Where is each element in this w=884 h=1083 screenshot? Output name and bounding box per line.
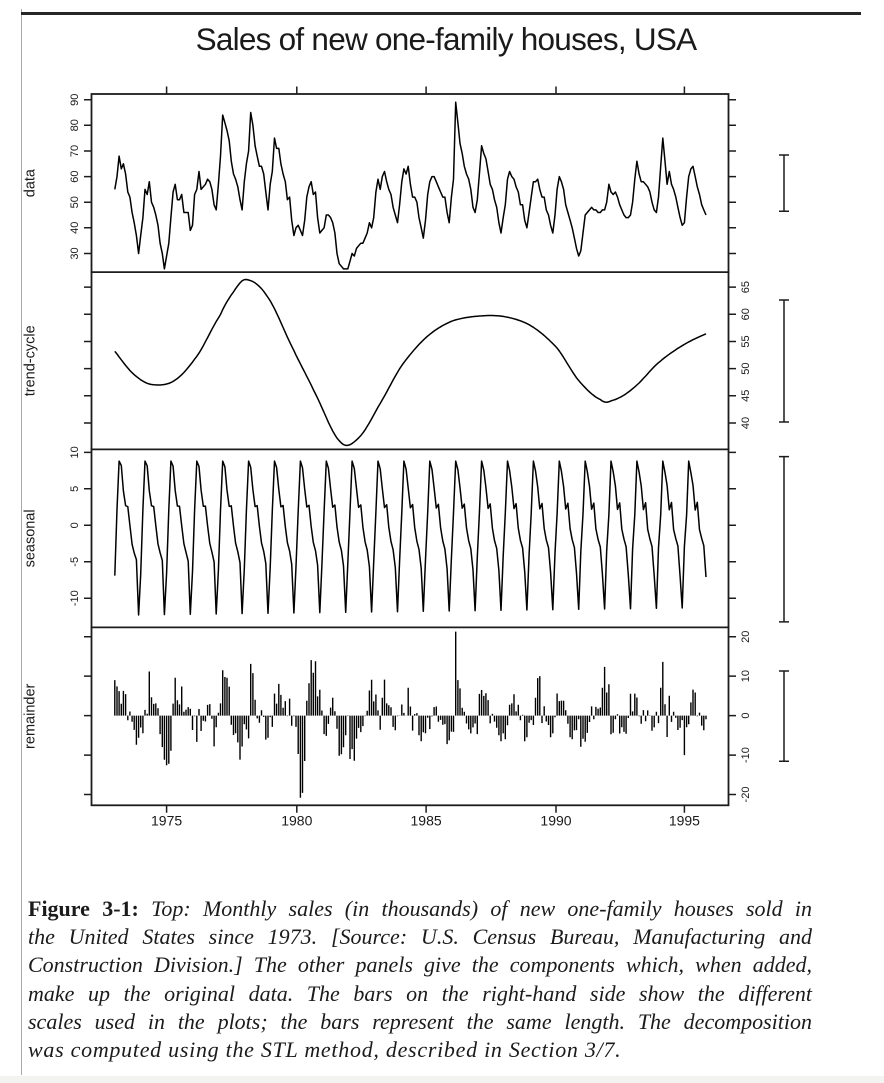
svg-text:30: 30 — [69, 247, 81, 259]
svg-text:55: 55 — [740, 335, 752, 347]
svg-text:10: 10 — [69, 446, 81, 458]
svg-text:trend-cycle: trend-cycle — [22, 325, 38, 396]
svg-text:1985: 1985 — [411, 813, 442, 829]
svg-text:0: 0 — [69, 522, 81, 528]
svg-text:1995: 1995 — [669, 813, 700, 829]
svg-text:-20: -20 — [740, 787, 752, 803]
svg-text:-10: -10 — [69, 590, 81, 606]
svg-text:90: 90 — [69, 94, 81, 106]
svg-text:1975: 1975 — [151, 813, 182, 829]
svg-text:65: 65 — [740, 281, 752, 293]
svg-text:40: 40 — [69, 222, 81, 234]
svg-text:0: 0 — [740, 713, 752, 719]
svg-text:70: 70 — [69, 145, 81, 157]
svg-text:10: 10 — [740, 670, 752, 682]
svg-text:seasonal: seasonal — [22, 509, 38, 567]
svg-text:40: 40 — [740, 417, 752, 429]
svg-text:45: 45 — [740, 390, 752, 402]
svg-text:data: data — [22, 168, 38, 197]
svg-text:remainder: remainder — [22, 683, 38, 748]
svg-text:1980: 1980 — [281, 813, 312, 829]
svg-text:60: 60 — [69, 170, 81, 182]
svg-text:60: 60 — [740, 308, 752, 320]
svg-text:80: 80 — [69, 119, 81, 131]
svg-text:50: 50 — [69, 196, 81, 208]
svg-text:5: 5 — [69, 486, 81, 492]
svg-text:20: 20 — [740, 631, 752, 643]
svg-text:50: 50 — [740, 362, 752, 374]
svg-text:-5: -5 — [69, 557, 81, 567]
svg-text:-10: -10 — [740, 747, 752, 763]
svg-text:1990: 1990 — [540, 813, 571, 829]
